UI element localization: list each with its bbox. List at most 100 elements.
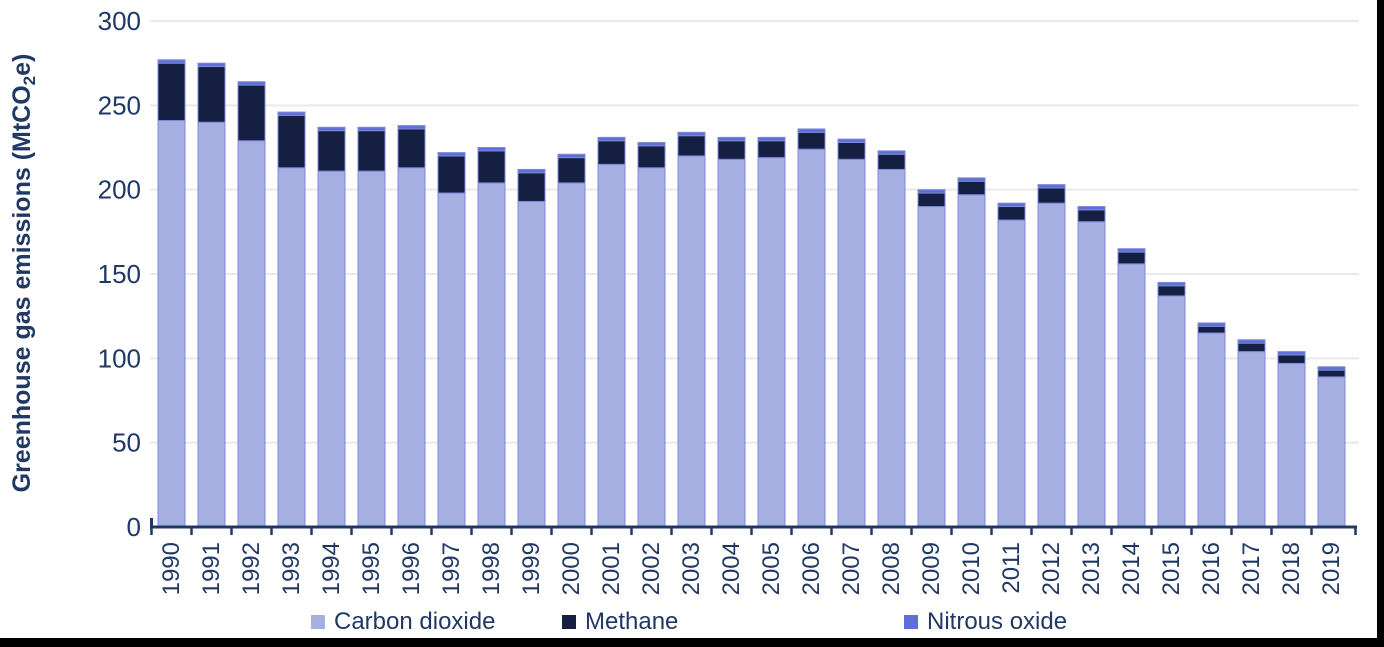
bar-segment-2013-nitrous-oxide xyxy=(1077,206,1106,211)
bar-segment-2001-nitrous-oxide xyxy=(597,136,626,142)
x-tick-label-2000: 2000 xyxy=(558,542,585,595)
bar-segment-2007-nitrous-oxide xyxy=(837,138,866,143)
legend-label-carbon-dioxide: Carbon dioxide xyxy=(334,608,496,635)
bar-segment-2016-carbon-dioxide xyxy=(1197,332,1226,528)
bar-segment-2007-methane xyxy=(837,141,866,160)
bar-segment-2009-methane xyxy=(917,192,946,208)
bar-segment-2019-nitrous-oxide xyxy=(1317,366,1346,371)
bar-segment-2012-carbon-dioxide xyxy=(1037,202,1066,528)
bar-segment-2013-methane xyxy=(1077,209,1106,223)
bar-segment-1994-nitrous-oxide xyxy=(317,126,346,132)
bar-segment-1999-nitrous-oxide xyxy=(517,168,546,174)
bar-segment-1993-carbon-dioxide xyxy=(277,167,306,528)
x-tick-label-1996: 1996 xyxy=(398,542,425,595)
y-tick-label-200: 200 xyxy=(98,175,141,205)
legend-swatch-methane xyxy=(562,615,576,629)
y-tick-label-150: 150 xyxy=(98,259,141,289)
bar-segment-2007-carbon-dioxide xyxy=(837,158,866,528)
bar-segment-1995-nitrous-oxide xyxy=(357,126,386,132)
chart-legend: Carbon dioxide Methane Nitrous oxide xyxy=(0,606,1384,638)
bar-segment-1991-methane xyxy=(197,66,226,123)
legend-swatch-carbon-dioxide xyxy=(311,615,325,629)
x-tick-label-2017: 2017 xyxy=(1238,542,1265,595)
screen-border-bottom xyxy=(0,638,1384,647)
bar-segment-2010-nitrous-oxide xyxy=(957,177,986,182)
bar-segment-2017-methane xyxy=(1237,342,1266,353)
bar-segment-1998-methane xyxy=(477,150,506,184)
x-tick-label-2003: 2003 xyxy=(678,542,705,595)
bar-segment-2004-carbon-dioxide xyxy=(717,158,746,528)
bar-segment-2012-nitrous-oxide xyxy=(1037,184,1066,189)
bar-segment-2014-carbon-dioxide xyxy=(1117,263,1146,528)
bar-segment-2002-carbon-dioxide xyxy=(637,167,666,528)
bar-segment-2006-nitrous-oxide xyxy=(797,128,826,133)
bar-segment-2003-methane xyxy=(677,135,706,157)
bar-segment-1991-carbon-dioxide xyxy=(197,121,226,528)
y-tick-label-300: 300 xyxy=(98,6,141,36)
x-tick-label-2001: 2001 xyxy=(598,542,625,595)
bar-segment-1992-carbon-dioxide xyxy=(237,140,266,528)
x-tick-label-2002: 2002 xyxy=(638,542,665,595)
bar-segment-1992-methane xyxy=(237,84,266,142)
x-tick-label-2008: 2008 xyxy=(878,542,905,595)
legend-swatch-nitrous-oxide xyxy=(904,615,918,629)
screen-border-right xyxy=(1377,0,1384,647)
bar-segment-2004-nitrous-oxide xyxy=(717,136,746,142)
x-tick-label-1993: 1993 xyxy=(278,542,305,595)
legend-item-methane: Methane xyxy=(562,606,678,638)
bar-segment-2017-nitrous-oxide xyxy=(1237,339,1266,344)
bar-segment-2003-nitrous-oxide xyxy=(677,131,706,137)
bar-segment-2011-nitrous-oxide xyxy=(997,202,1026,208)
bar-segment-1998-nitrous-oxide xyxy=(477,147,506,152)
bar-segment-2018-nitrous-oxide xyxy=(1277,351,1306,356)
x-tick-label-1997: 1997 xyxy=(438,542,465,595)
bar-segment-2000-carbon-dioxide xyxy=(557,182,586,528)
bar-segment-2001-carbon-dioxide xyxy=(597,163,626,528)
x-tick-label-2015: 2015 xyxy=(1158,542,1185,595)
bar-segment-2005-nitrous-oxide xyxy=(757,136,786,142)
y-axis-title: Greenhouse gas emissions (MtCO2e) xyxy=(8,54,39,493)
bar-segment-1993-methane xyxy=(277,114,306,169)
x-tick-label-2006: 2006 xyxy=(798,542,825,595)
bar-segment-2006-methane xyxy=(797,131,826,150)
bar-segment-2004-methane xyxy=(717,140,746,160)
x-tick-label-2010: 2010 xyxy=(958,542,985,595)
bar-segment-2005-carbon-dioxide xyxy=(757,157,786,528)
x-tick-label-2007: 2007 xyxy=(838,542,865,595)
bar-segment-2011-methane xyxy=(997,206,1026,221)
x-tick-label-1990: 1990 xyxy=(158,542,185,595)
bar-segment-2000-nitrous-oxide xyxy=(557,153,586,159)
bar-segment-2014-methane xyxy=(1117,251,1146,265)
bar-segment-2013-carbon-dioxide xyxy=(1077,221,1106,528)
y-tick-label-250: 250 xyxy=(98,90,141,120)
bar-segment-1991-nitrous-oxide xyxy=(197,62,226,68)
bar-segment-2008-methane xyxy=(877,153,906,170)
bar-segment-2015-carbon-dioxide xyxy=(1157,295,1186,528)
bar-segment-2002-methane xyxy=(637,145,666,169)
bar-segment-2016-nitrous-oxide xyxy=(1197,322,1226,327)
bar-segment-1995-carbon-dioxide xyxy=(357,170,386,528)
bar-segment-1990-nitrous-oxide xyxy=(157,59,186,64)
bar-segment-2010-methane xyxy=(957,180,986,196)
bar-segment-1996-carbon-dioxide xyxy=(397,167,426,528)
bar-segment-2017-carbon-dioxide xyxy=(1237,351,1266,528)
x-tick-label-2009: 2009 xyxy=(918,542,945,595)
bar-segment-1993-nitrous-oxide xyxy=(277,111,306,116)
x-tick-label-2019: 2019 xyxy=(1318,542,1345,595)
bar-segment-2014-nitrous-oxide xyxy=(1117,248,1146,253)
bar-segment-2008-nitrous-oxide xyxy=(877,150,906,155)
bar-segment-1994-methane xyxy=(317,130,346,172)
bar-segment-1992-nitrous-oxide xyxy=(237,81,266,86)
bar-segment-1997-methane xyxy=(437,155,466,194)
bar-segment-2018-methane xyxy=(1277,354,1306,364)
bar-segment-1999-methane xyxy=(517,172,546,202)
legend-label-methane: Methane xyxy=(585,608,679,635)
bar-segment-1996-nitrous-oxide xyxy=(397,125,426,130)
bar-segment-2009-carbon-dioxide xyxy=(917,206,946,528)
bar-segment-2011-carbon-dioxide xyxy=(997,219,1026,528)
bar-segment-2006-carbon-dioxide xyxy=(797,148,826,528)
legend-item-nitrous-oxide: Nitrous oxide xyxy=(904,606,1067,638)
legend-label-nitrous-oxide: Nitrous oxide xyxy=(927,608,1068,635)
